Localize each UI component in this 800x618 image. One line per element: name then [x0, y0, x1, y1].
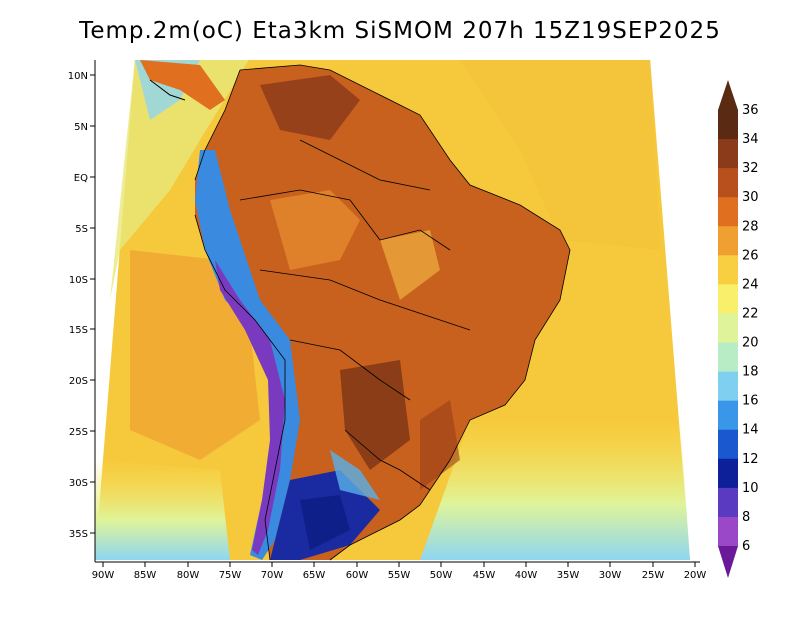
lon-tick-label: 80W — [177, 570, 200, 581]
colorbar-label: 8 — [742, 510, 750, 525]
lon-tick-label: 40W — [515, 570, 538, 581]
lon-tick-label: 20W — [684, 570, 707, 581]
map-domain — [95, 60, 690, 560]
colorbar-label: 32 — [742, 161, 759, 176]
lon-tick-label: 50W — [430, 570, 453, 581]
colorbar-top-arrow — [718, 80, 738, 110]
lon-tick-label: 55W — [388, 570, 411, 581]
colorbar-swatch — [718, 255, 738, 285]
lat-axis: 10N 5N EQ 5S 10S 15S 20S 25S 30S 35S — [68, 71, 95, 540]
colorbar-swatch — [718, 400, 738, 431]
lon-tick-label: 85W — [134, 570, 157, 581]
lat-tick-label: 10S — [69, 275, 88, 286]
lon-tick-label: 70W — [261, 570, 284, 581]
lat-tick-label: 20S — [69, 376, 88, 387]
colorbar-swatch — [718, 487, 738, 518]
lat-tick-label: EQ — [74, 173, 88, 184]
colorbar-label: 28 — [742, 219, 759, 234]
colorbar-swatch — [718, 197, 738, 227]
colorbar-swatch — [718, 110, 738, 140]
lat-tick-label: 15S — [69, 325, 88, 336]
colorbar-label: 20 — [742, 336, 759, 351]
colorbar-swatch — [718, 371, 738, 402]
lon-tick-label: 30W — [599, 570, 622, 581]
colorbar-label: 10 — [742, 481, 759, 496]
colorbar-swatch — [718, 458, 738, 489]
map-title: Temp.2m(oC) Eta3km SiSMOM 207h 15Z19SEP2… — [79, 18, 721, 44]
lon-tick-label: 60W — [346, 570, 369, 581]
colorbar-swatch — [718, 139, 738, 169]
lat-tick-label: 25S — [69, 427, 88, 438]
colorbar-label: 30 — [742, 190, 759, 205]
colorbar-label: 26 — [742, 248, 759, 263]
colorbar: 36 34 32 30 28 26 24 22 20 18 16 14 12 10 8 6 — [718, 80, 759, 578]
lon-tick-label: 75W — [219, 570, 242, 581]
colorbar-label: 36 — [742, 103, 759, 118]
colorbar-swatch — [718, 226, 738, 256]
lon-axis: 90W 85W 80W 75W 70W 65W 60W 55W 50W 45W … — [92, 562, 707, 581]
country-borders — [194, 64, 571, 561]
colorbar-swatch — [718, 168, 738, 198]
colorbar-label: 6 — [742, 539, 750, 554]
colorbar-label: 22 — [742, 306, 759, 321]
colorbar-swatch — [718, 516, 738, 547]
colorbar-swatch — [718, 313, 738, 344]
colorbar-bottom-arrow — [718, 546, 738, 578]
lon-tick-label: 65W — [303, 570, 326, 581]
colorbar-label: 24 — [742, 277, 759, 292]
colorbar-label: 14 — [742, 423, 759, 438]
colorbar-label: 18 — [742, 365, 759, 380]
lon-tick-label: 25W — [642, 570, 665, 581]
colorbar-label: 34 — [742, 132, 759, 147]
colorbar-swatch — [718, 284, 738, 314]
colorbar-swatch — [718, 429, 738, 460]
lon-tick-label: 45W — [473, 570, 496, 581]
map-frame — [94, 60, 700, 563]
colorbar-swatch — [718, 342, 738, 373]
lon-tick-label: 90W — [92, 570, 115, 581]
lat-tick-label: 35S — [69, 529, 88, 540]
colorbar-label: 16 — [742, 394, 759, 409]
lat-tick-label: 5N — [74, 122, 88, 133]
lat-tick-label: 10N — [68, 71, 88, 82]
colorbar-label: 12 — [742, 452, 759, 467]
lon-tick-label: 35W — [557, 570, 580, 581]
lat-tick-label: 30S — [69, 478, 88, 489]
lat-tick-label: 5S — [75, 224, 88, 235]
